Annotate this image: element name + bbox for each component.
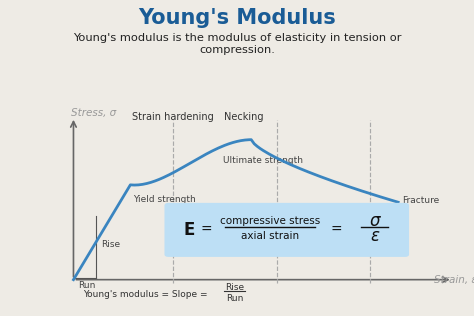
Text: compressive stress: compressive stress bbox=[220, 216, 320, 226]
Text: Fracture: Fracture bbox=[402, 196, 439, 205]
Text: Run: Run bbox=[78, 281, 96, 289]
Text: Rise: Rise bbox=[101, 240, 120, 249]
Text: Ultimate strength: Ultimate strength bbox=[223, 156, 303, 165]
Text: Stress, σ: Stress, σ bbox=[71, 108, 116, 118]
Text: E: E bbox=[183, 221, 195, 239]
Text: Run: Run bbox=[226, 294, 243, 303]
Text: =: = bbox=[331, 223, 343, 237]
Text: Young's Modulus: Young's Modulus bbox=[138, 8, 336, 28]
Text: Rise: Rise bbox=[225, 283, 244, 292]
Text: Necking: Necking bbox=[224, 112, 264, 122]
Text: Strain hardening: Strain hardening bbox=[132, 112, 214, 122]
Text: axial strain: axial strain bbox=[241, 231, 299, 241]
Text: Young's modulus is the modulus of elasticity in tension or
compression.: Young's modulus is the modulus of elasti… bbox=[73, 33, 401, 55]
Text: Strain, ε: Strain, ε bbox=[434, 275, 474, 285]
Text: ε: ε bbox=[370, 227, 379, 245]
Text: σ: σ bbox=[369, 212, 380, 230]
Text: Young's modulus = Slope =: Young's modulus = Slope = bbox=[83, 290, 210, 299]
Text: =: = bbox=[201, 223, 212, 237]
Text: Yield strength: Yield strength bbox=[133, 195, 195, 204]
